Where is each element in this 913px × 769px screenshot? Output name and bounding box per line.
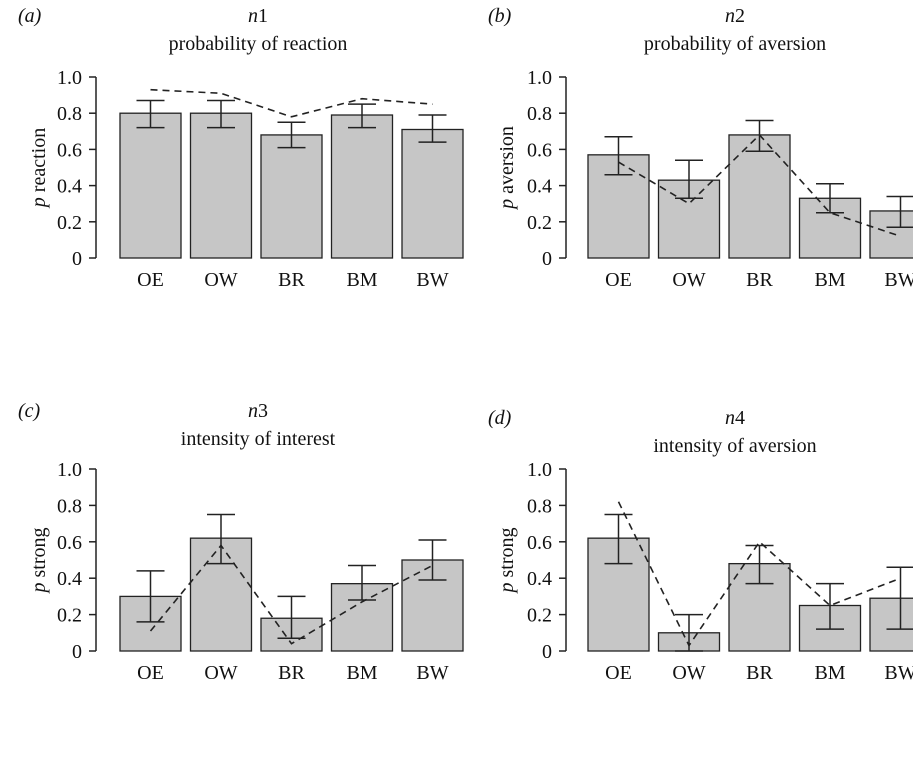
panel-d: (d) n4 intensity of aversion p strong 0 0.2 0.… (488, 407, 913, 684)
x-tick-label: OW (204, 662, 237, 684)
y-axis-label: p strong (28, 528, 50, 595)
x-tick-label: BW (416, 662, 448, 684)
y-tick-label: 1.0 (57, 67, 82, 89)
y-tick-label: 0.4 (57, 176, 82, 198)
panel-label: (d) (488, 407, 512, 429)
x-tick-label: BW (884, 662, 913, 684)
x-tick-label: OE (137, 662, 164, 684)
dashed-line (149, 544, 433, 645)
x-tick-label: BM (814, 662, 845, 684)
y-tick-label: 0.8 (57, 495, 82, 517)
x-tick-label: BW (416, 269, 448, 291)
y-axis-label: p aversion (496, 126, 518, 211)
panel-subtitle: probability of aversion (644, 33, 826, 55)
y-tick-label: 0.6 (57, 139, 82, 161)
bar-OE (119, 112, 182, 259)
panel-subtitle: intensity of interest (181, 428, 336, 450)
y-tick-label: 0.4 (527, 568, 552, 590)
y-tick-label: 1.0 (57, 459, 82, 481)
panel-title: n2 (725, 5, 745, 27)
y-tick-label: 1.0 (527, 67, 552, 89)
panel-label: (a) (18, 5, 42, 27)
dashed-line (618, 133, 901, 238)
panel-a: (a) n1 probability of reaction p reaction 0 0… (18, 5, 464, 291)
x-tick-label: OE (605, 269, 632, 291)
panel-title: n3 (248, 400, 268, 422)
y-tick-label: 0.2 (527, 212, 552, 234)
y-tick-label: 0 (72, 248, 82, 270)
panel-label: (c) (18, 400, 41, 422)
x-tick-label: BR (278, 662, 305, 684)
y-tick-label: 0 (542, 641, 552, 663)
y-tick-label: 0.2 (57, 212, 82, 234)
y-tick-label: 0 (542, 248, 552, 270)
y-axis-label: p strong (496, 528, 518, 595)
y-tick-label: 0.4 (57, 568, 82, 590)
y-tick-label: 1.0 (527, 459, 552, 481)
y-tick-label: 0.2 (57, 605, 82, 627)
panel-label: (b) (488, 5, 512, 27)
panel-title: n1 (248, 5, 268, 27)
y-tick-label: 0.8 (57, 103, 82, 125)
x-tick-label: OW (672, 662, 705, 684)
bar-OW (189, 112, 253, 259)
dashed-line (150, 88, 433, 118)
x-tick-label: BM (346, 269, 377, 291)
y-tick-label: 0.2 (527, 605, 552, 627)
bar-BR (728, 134, 791, 259)
panel-c: (c) n3 intensity of interest p strong 0 0.2 0.… (18, 400, 464, 684)
bar-BW (401, 128, 464, 259)
bar-BM (330, 114, 394, 259)
bar-BR (260, 134, 323, 259)
panel-subtitle: intensity of aversion (653, 435, 816, 457)
x-tick-label: BM (346, 662, 377, 684)
x-tick-label: BR (746, 662, 773, 684)
x-tick-label: BR (746, 269, 773, 291)
x-tick-label: BR (278, 269, 305, 291)
bar-BW (869, 597, 913, 652)
y-axis-label: p reaction (28, 128, 50, 209)
y-tick-label: 0.4 (527, 176, 552, 198)
bar-OE (587, 537, 650, 652)
y-tick-label: 0.6 (527, 532, 552, 554)
panel-b: (b) n2 probability of aversion p aversion 0 0… (488, 5, 913, 291)
y-tick-label: 0 (72, 641, 82, 663)
x-tick-label: BM (814, 269, 845, 291)
x-tick-label: OE (605, 662, 632, 684)
x-tick-label: OW (672, 269, 705, 291)
bar-BW (869, 210, 913, 259)
x-tick-label: OW (204, 269, 237, 291)
x-tick-label: OE (137, 269, 164, 291)
x-tick-label: BW (884, 269, 913, 291)
panel-title: n4 (725, 407, 745, 429)
y-tick-label: 0.8 (527, 103, 552, 125)
panel-subtitle: probability of reaction (169, 33, 348, 55)
y-tick-label: 0.6 (527, 139, 552, 161)
y-tick-label: 0.8 (527, 495, 552, 517)
y-tick-label: 0.6 (57, 532, 82, 554)
